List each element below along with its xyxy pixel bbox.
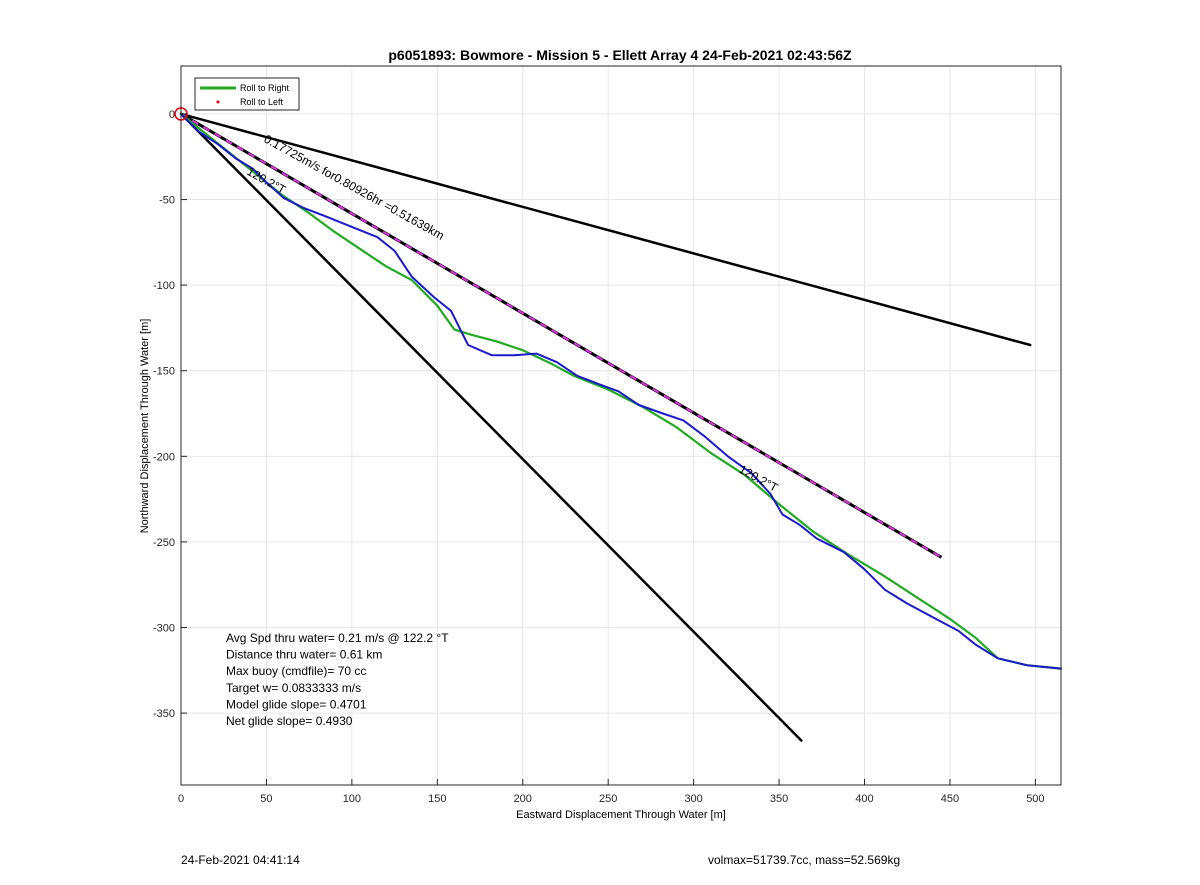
stats-line: Model glide slope= 0.4701 [226, 697, 367, 711]
y-tick-label: 0 [169, 109, 175, 121]
stats-line: Target w= 0.0833333 m/s [226, 681, 361, 695]
y-axis-label: Northward Displacement Through Water [m] [139, 319, 151, 534]
x-tick-label: 150 [428, 793, 446, 805]
stats-line: Distance thru water= 0.61 km [226, 648, 382, 662]
x-tick-label: 450 [941, 793, 959, 805]
x-tick-label: 500 [1026, 793, 1044, 805]
y-tick-label: -300 [153, 623, 175, 635]
x-axis-label: Eastward Displacement Through Water [m] [516, 809, 726, 821]
x-tick-label: 0 [178, 793, 184, 805]
legend-entry-label: Roll to Left [240, 97, 284, 107]
x-tick-label: 350 [770, 793, 788, 805]
plot-series [174, 107, 1063, 742]
x-tick-label: 200 [514, 793, 532, 805]
footer-timestamp: 24-Feb-2021 04:41:14 [181, 853, 300, 867]
series-fit-magenta [180, 113, 942, 559]
y-tick-label: -100 [153, 280, 175, 292]
y-tick-label: -200 [153, 451, 175, 463]
chart-title: p6051893: Bowmore - Mission 5 - Ellett A… [388, 47, 852, 63]
grid-lines [180, 66, 1061, 785]
y-tick-label: -250 [153, 537, 175, 549]
series-bound-upper [179, 112, 1032, 347]
stats-line: Avg Spd thru water= 0.21 m/s @ 122.2 °T [226, 631, 449, 645]
y-tick-label: -350 [153, 708, 175, 720]
x-tick-label: 300 [684, 793, 702, 805]
plot-frame [180, 65, 1062, 786]
legend: Roll to Right Roll to Left [194, 77, 300, 111]
footer-vehicle-info: volmax=51739.7cc, mass=52.569kg [708, 853, 901, 867]
y-tick-label: -50 [159, 195, 175, 207]
legend-swatch-dot [216, 100, 220, 104]
legend-entry-label: Roll to Right [240, 83, 290, 93]
stats-line: Max buoy (cmdfile)= 70 cc [226, 664, 366, 678]
series-track [180, 112, 1062, 670]
stats-line: Net glide slope= 0.4930 [226, 714, 353, 728]
x-tick-label: 250 [599, 793, 617, 805]
x-tick-label: 50 [260, 793, 272, 805]
x-tick-label: 100 [343, 793, 361, 805]
legend-box [194, 77, 300, 111]
stats-text-block: Avg Spd thru water= 0.21 m/s @ 122.2 °T D… [226, 631, 449, 728]
x-tick-label: 400 [855, 793, 873, 805]
series-bound-lower [179, 112, 803, 742]
axis-ticks: 0 50 100 150 200 250 300 350 400 450 500 0 -50 -100 -1… [153, 109, 1045, 805]
y-tick-label: -150 [153, 366, 175, 378]
